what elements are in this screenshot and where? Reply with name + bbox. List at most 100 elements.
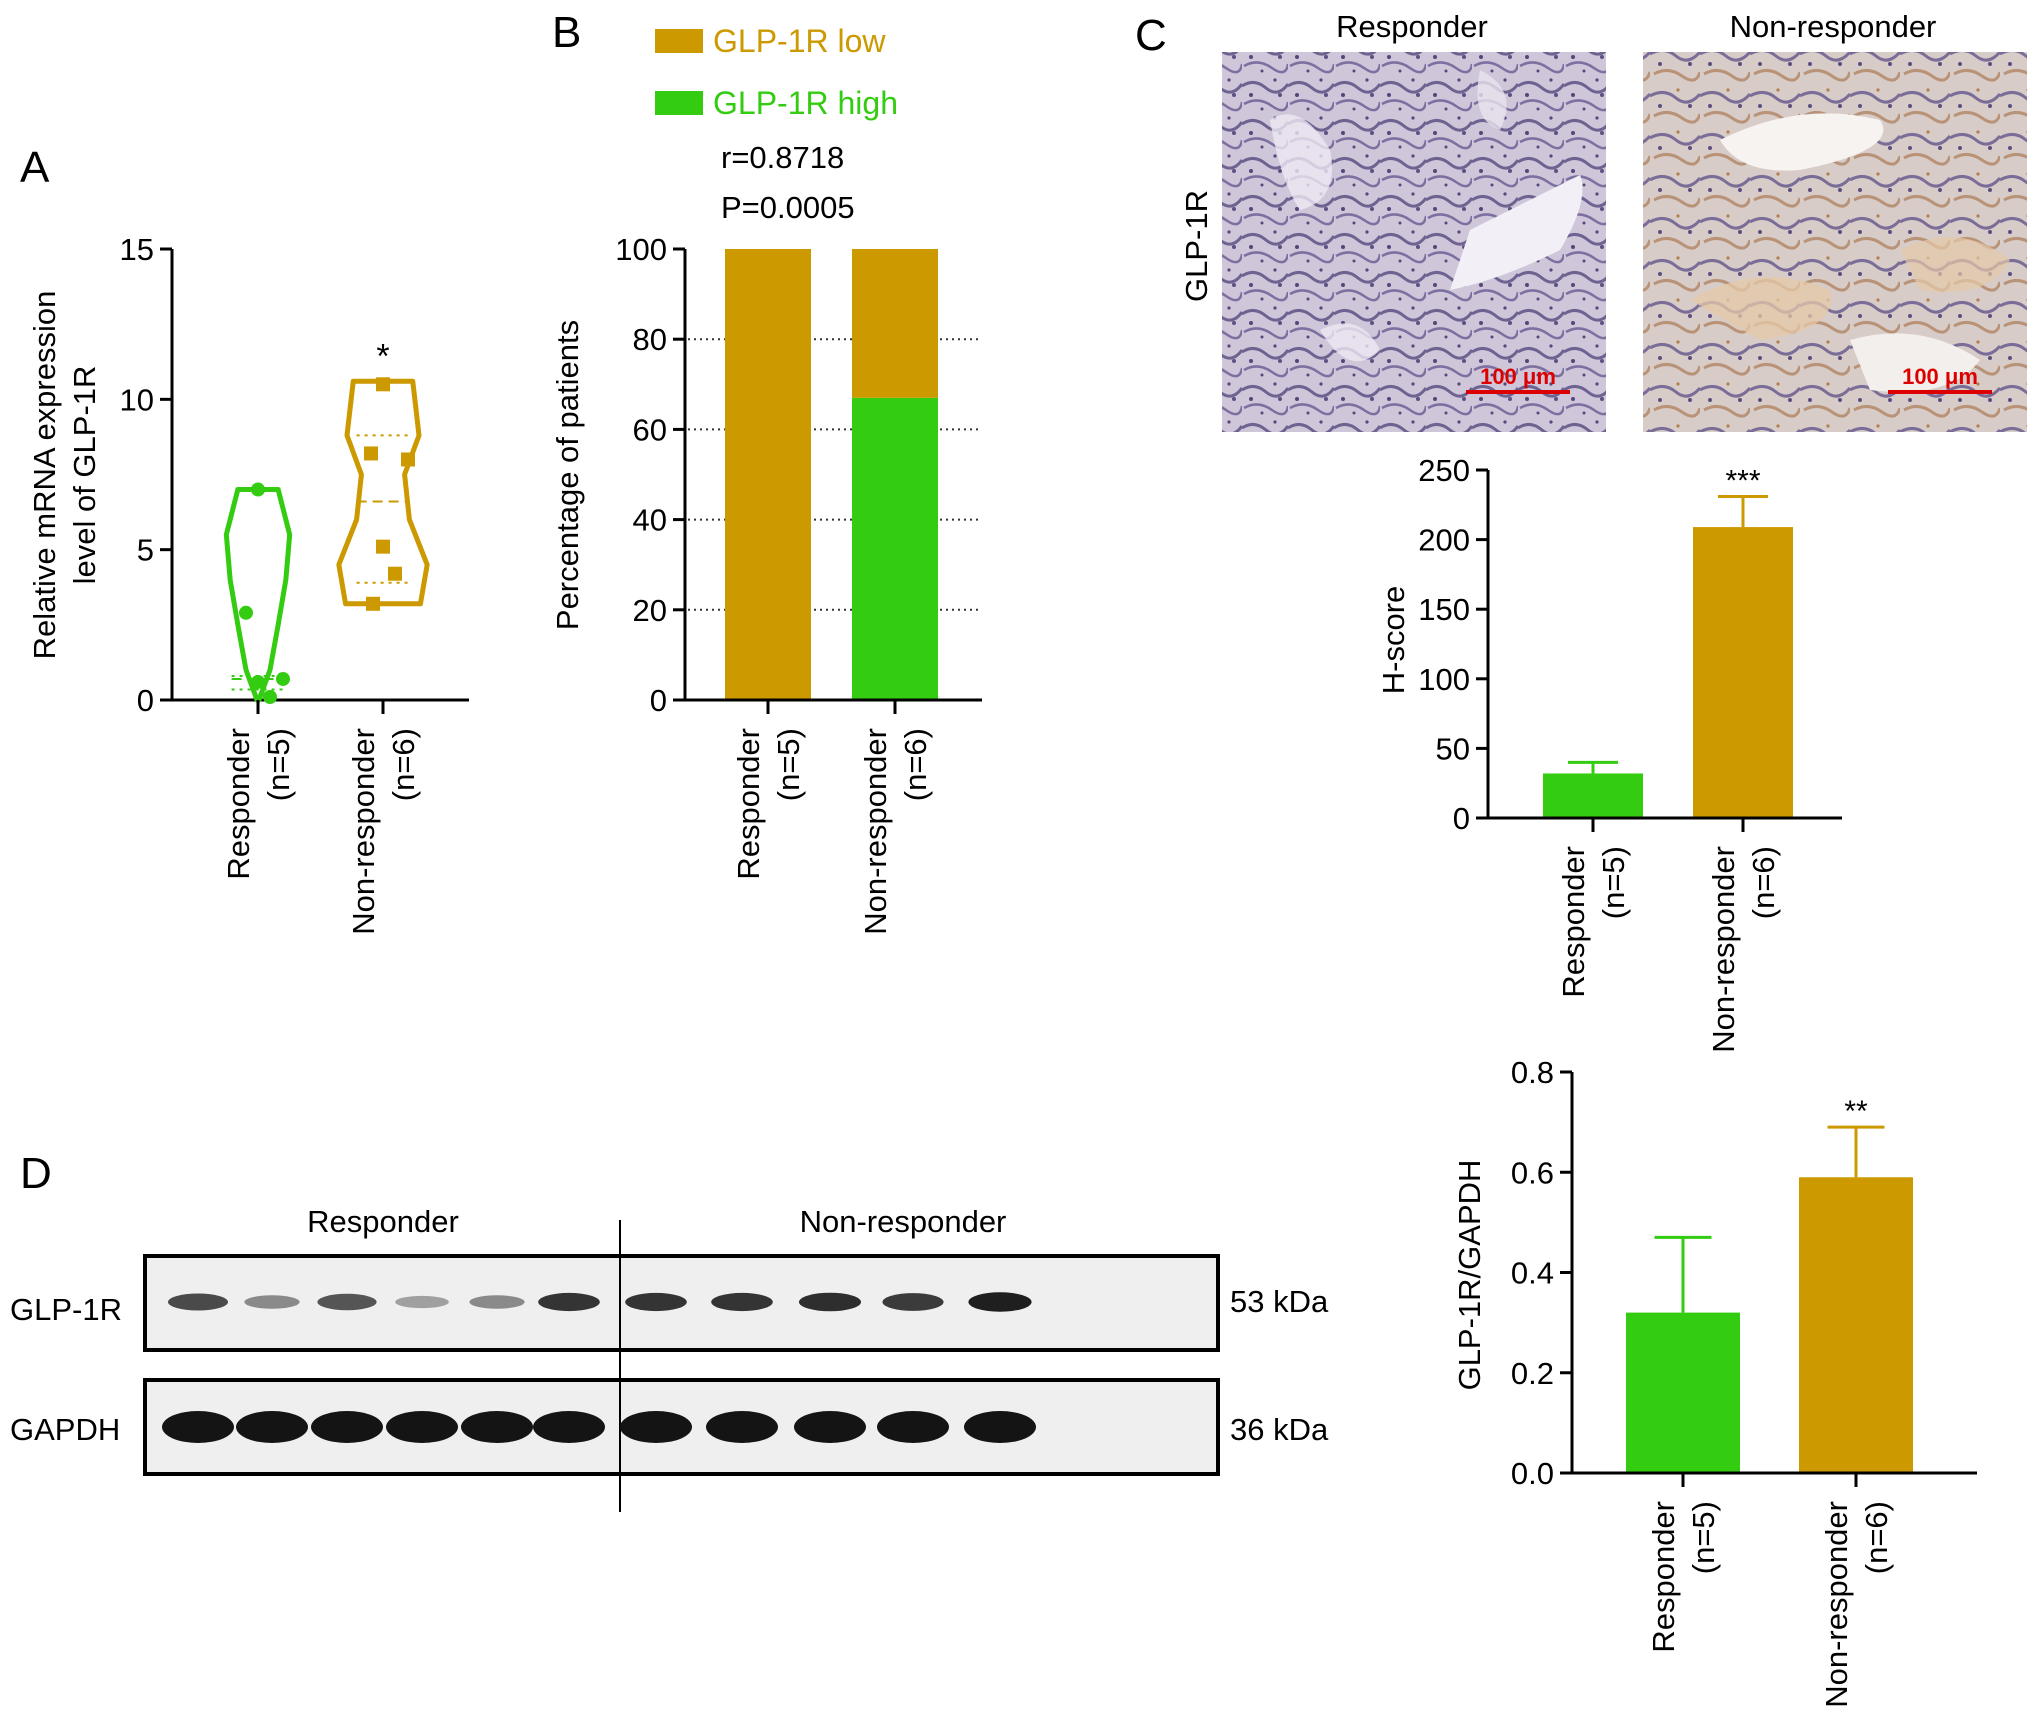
- blot-group-non-responder: Non-responder: [800, 1204, 1007, 1239]
- blot-size-gapdh: 36 kDa: [1230, 1412, 1329, 1447]
- violin-non-responder: [336, 378, 430, 607]
- panel-c-y-tick-label: 50: [1436, 731, 1470, 766]
- blot-group-responder: Responder: [307, 1204, 459, 1239]
- panel-c-y-tick-label: 150: [1418, 592, 1470, 627]
- data-point: [376, 539, 390, 554]
- data-point: [251, 674, 265, 689]
- blot-band-glp-1r: [968, 1292, 1032, 1312]
- panel-c-y-tick-label: 200: [1418, 523, 1470, 558]
- blot-band-gapdh: [794, 1411, 866, 1443]
- blot-band-glp-1r: [395, 1295, 449, 1309]
- panel-a-x-tick-n: (n=5): [261, 728, 296, 801]
- panel-b-legend: GLP-1R low GLP-1R high: [655, 23, 898, 121]
- data-point: [364, 446, 378, 461]
- panel-c-y-tick-label: 0: [1453, 801, 1470, 836]
- panel-b-y-tick-label: 100: [615, 232, 667, 267]
- blot-band-gapdh: [461, 1411, 533, 1443]
- blot-band-glp-1r: [882, 1293, 944, 1311]
- panel-b-y-tick-label: 0: [650, 683, 667, 718]
- blot-band-glp-1r: [469, 1295, 525, 1309]
- panel-d-y-tick-label: 0.4: [1511, 1256, 1554, 1291]
- bar-glp-1r-low: [725, 249, 811, 700]
- panel-b-stat-p: P=0.0005: [721, 190, 855, 225]
- blot-band-glp-1r: [798, 1292, 862, 1312]
- bar-glp-1r-low: [852, 249, 938, 398]
- blot-band-gapdh: [311, 1411, 383, 1443]
- legend-swatch-glp1r-high: [655, 91, 703, 115]
- blot-size-glp1r: 53 kDa: [1230, 1284, 1329, 1319]
- data-point: [366, 596, 380, 611]
- panel-d-x-tick-n: (n=5): [1686, 1501, 1721, 1574]
- legend-label-glp1r-high: GLP-1R high: [713, 85, 898, 121]
- panel-c-x-tick-label: Responder: [1556, 846, 1591, 998]
- panel-c-x-tick-n: (n=6): [1746, 846, 1781, 919]
- panel-a-y-tick-label: 10: [120, 382, 154, 417]
- panel-d-x-tick-n: (n=6): [1859, 1501, 1894, 1574]
- panel-label-a: A: [20, 143, 50, 192]
- panel-b-y-tick-label: 80: [633, 322, 667, 357]
- data-point: [251, 482, 265, 497]
- bar-responder: [1543, 773, 1643, 818]
- blot-band-gapdh: [236, 1411, 308, 1443]
- panel-c-x-tick-label: Non-responder: [1706, 846, 1741, 1053]
- panel-d-x-tick-label: Non-responder: [1819, 1501, 1854, 1708]
- panel-d-x-tick-label: Responder: [1646, 1501, 1681, 1653]
- scale-bar-label-responder: 100 μm: [1480, 364, 1556, 389]
- legend-label-glp1r-low: GLP-1R low: [713, 23, 886, 59]
- data-point: [376, 377, 390, 392]
- panel-label-c: C: [1135, 11, 1167, 60]
- panel-d-y-tick-label: 0.0: [1511, 1456, 1554, 1491]
- panel-b-y-tick-label: 20: [633, 593, 667, 628]
- panel-a-y-tick-label: 15: [120, 232, 154, 267]
- panel-b-x-tick-n: (n=6): [898, 728, 933, 801]
- blot-band-glp-1r: [244, 1295, 300, 1309]
- micrograph-non-responder: 100 μm: [1643, 52, 2027, 432]
- data-point: [263, 689, 277, 704]
- panel-a-y-tick-label: 0: [137, 683, 154, 718]
- panel-a-y-label-line1: Relative mRNA expression: [27, 291, 62, 660]
- blot-band-gapdh: [706, 1411, 778, 1443]
- blot-band-gapdh: [877, 1411, 949, 1443]
- panel-a-x-tick-label: Non-responder: [346, 728, 381, 935]
- data-point: [401, 452, 415, 467]
- scale-bar-label-non-responder: 100 μm: [1902, 364, 1978, 389]
- blot-band-gapdh: [162, 1411, 234, 1443]
- panel-d-western-blot: Responder Non-responder GLP-1R GAPDH 53 …: [10, 1204, 1329, 1512]
- micrograph-row-label: GLP-1R: [1179, 190, 1214, 302]
- panel-d-y-label: GLP-1R/GAPDH: [1452, 1160, 1487, 1391]
- significance-marker: *: [376, 337, 389, 375]
- bar-glp-1r-high: [852, 397, 938, 700]
- panel-a-x-tick-n: (n=6): [386, 728, 421, 801]
- data-point: [388, 566, 402, 581]
- blot-row-label-glp1r: GLP-1R: [10, 1292, 122, 1327]
- micrograph-column-responder: Responder: [1336, 9, 1488, 44]
- blot-band-gapdh: [533, 1411, 605, 1443]
- significance-marker: ***: [1725, 464, 1760, 497]
- bar-responder: [1626, 1312, 1740, 1473]
- panel-d-y-tick-label: 0.8: [1511, 1055, 1554, 1090]
- panel-d-bar-chart: ** 0.0 0.2 0.4 0.6 0.8 Responder (n=5) Non-res…: [1452, 1055, 1977, 1708]
- panel-b-x-tick-label: Responder: [731, 728, 766, 880]
- panel-a-y-tick-label: 5: [137, 533, 154, 568]
- panel-c-y-tick-label: 250: [1418, 453, 1470, 488]
- bar-non-responder: [1799, 1177, 1913, 1473]
- blot-row-label-gapdh: GAPDH: [10, 1412, 120, 1447]
- panel-c-y-tick-label: 100: [1418, 662, 1470, 697]
- data-point: [239, 605, 253, 620]
- blot-band-glp-1r: [625, 1292, 687, 1312]
- panel-c-y-label: H-score: [1376, 586, 1411, 695]
- legend-swatch-glp1r-low: [655, 29, 703, 53]
- significance-marker: **: [1844, 1095, 1868, 1128]
- panel-c-micrographs: Responder Non-responder GLP-1R 100 μm 10…: [1179, 9, 2027, 432]
- bar-non-responder: [1693, 527, 1793, 818]
- blot-band-gapdh: [620, 1411, 692, 1443]
- panel-a-violin-chart: 0 5 10 15 * Responder (n=5) Non-responder (n=6…: [27, 232, 469, 935]
- panel-a-y-label-line2: level of GLP-1R: [67, 366, 102, 585]
- blot-band-gapdh: [964, 1411, 1036, 1443]
- panel-b-y-tick-label: 40: [633, 503, 667, 538]
- panel-b-x-tick-n: (n=5): [771, 728, 806, 801]
- panel-b-y-label: Percentage of patients: [550, 320, 585, 630]
- panel-b-stat-r: r=0.8718: [721, 140, 844, 175]
- violin-responder: [223, 487, 293, 703]
